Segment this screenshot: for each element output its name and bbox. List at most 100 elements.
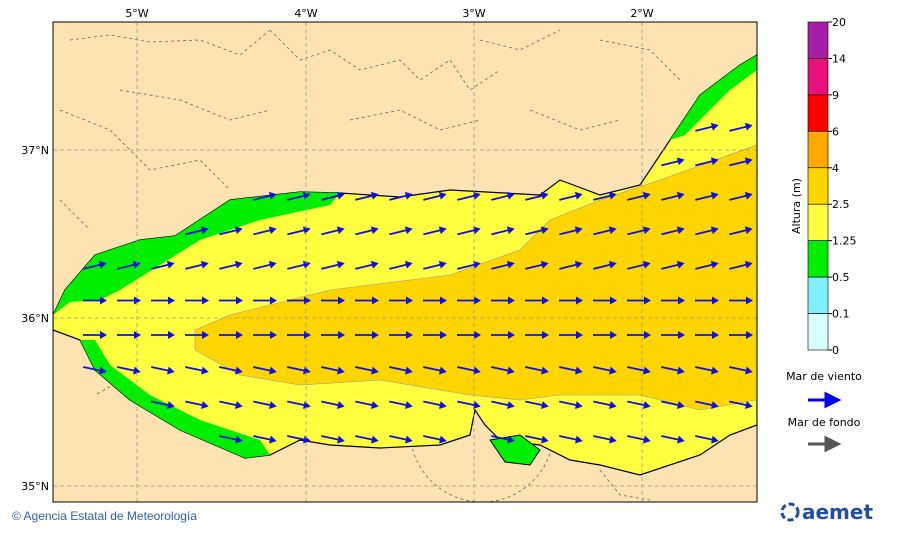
- map-frame: [52, 21, 758, 503]
- arrow-head: [303, 435, 311, 444]
- arrow-head: [371, 435, 379, 444]
- colorbar-segment: [807, 167, 829, 205]
- arrow-head: [575, 366, 583, 375]
- arrow-head: [506, 191, 515, 200]
- arrow-shaft: [185, 228, 205, 236]
- logo-text: aemet: [802, 500, 873, 524]
- arrow-head: [744, 191, 753, 200]
- colorbar-title: Altura (m): [790, 178, 803, 234]
- arrow-shaft: [185, 366, 206, 373]
- arrow-shaft: [491, 194, 511, 201]
- wave-arrow: [151, 331, 175, 339]
- arrow-shaft: [661, 366, 682, 373]
- wave-arrow: [729, 296, 753, 305]
- wave-arrow: [559, 331, 583, 339]
- arrow-head: [507, 366, 515, 375]
- wave-arrow: [423, 226, 447, 236]
- wave-arrow: [287, 226, 311, 236]
- arrow-shaft: [695, 228, 715, 236]
- arrow-shaft: [321, 194, 341, 201]
- arrow-head: [609, 366, 617, 375]
- arrow-head: [100, 331, 107, 339]
- arrow-shaft: [287, 263, 307, 270]
- arrow-shaft: [695, 435, 716, 442]
- wave-arrow: [321, 400, 345, 409]
- wave-arrow: [287, 400, 311, 409]
- arrow-head: [338, 331, 345, 339]
- wave-arrow: [83, 331, 107, 339]
- arrow-head: [643, 401, 651, 409]
- wave-arrow: [627, 366, 651, 375]
- arrow-head: [508, 296, 515, 305]
- arrow-shaft: [627, 366, 648, 373]
- wave-arrow: [661, 157, 685, 167]
- arrow-head: [202, 331, 209, 339]
- colorbar-label: 2.5: [832, 198, 850, 211]
- arrow-head: [676, 260, 685, 269]
- arrow-shaft: [423, 366, 444, 373]
- wave-arrow: [423, 191, 447, 201]
- wave-arrow: [219, 296, 243, 305]
- wave-arrow: [661, 191, 685, 201]
- arrow-head: [745, 401, 753, 409]
- arrow-head: [406, 296, 413, 305]
- arrow-head: [303, 401, 311, 409]
- wave-arrow: [695, 296, 719, 305]
- arrow-shaft: [729, 228, 749, 236]
- arrow-head: [234, 260, 243, 269]
- wave-arrow: [389, 331, 413, 339]
- wave-arrow: [355, 400, 379, 409]
- arrow-head: [338, 296, 345, 305]
- arrow-head: [268, 191, 277, 200]
- lon-label: 4°W: [294, 7, 317, 20]
- arrow-shaft: [593, 435, 614, 442]
- arrow-head: [337, 366, 345, 375]
- arrow-head: [336, 260, 345, 269]
- arrow-head: [439, 435, 447, 444]
- wave-arrow: [355, 366, 379, 375]
- arrow-head: [677, 401, 685, 409]
- legend-label: Mar de viento: [786, 370, 862, 383]
- wave-arrow: [729, 226, 753, 236]
- arrow-head: [302, 260, 311, 269]
- lon-label: 2°W: [630, 7, 653, 20]
- arrow-shaft: [355, 366, 376, 373]
- wave-arrow: [219, 331, 243, 339]
- wave-arrow: [389, 260, 413, 270]
- wave-arrow: [559, 366, 583, 375]
- arrow-head: [370, 191, 379, 200]
- arrow-shaft: [525, 263, 545, 270]
- arrow-head: [506, 226, 515, 235]
- wave-arrow: [355, 226, 379, 236]
- arrow-head: [404, 260, 413, 269]
- wave-arrow: [661, 260, 685, 270]
- wave-arrow: [253, 331, 277, 339]
- arrow-shaft: [389, 228, 409, 236]
- wave-arrow: [627, 296, 651, 305]
- wave-arrow: [729, 366, 753, 375]
- arrow-head: [302, 191, 311, 200]
- arrow-head: [746, 331, 753, 339]
- arrow-head: [540, 260, 549, 269]
- wave-arrow: [627, 400, 651, 409]
- wave-arrow: [593, 260, 617, 270]
- wave-arrow: [287, 366, 311, 375]
- wave-arrow: [525, 366, 549, 375]
- wave-arrow: [185, 331, 209, 339]
- arrow-head: [405, 366, 413, 375]
- arrow-shaft: [627, 435, 648, 442]
- wave-arrow: [729, 400, 753, 409]
- arrow-shaft: [695, 194, 715, 201]
- arrow-head: [610, 331, 617, 339]
- colorbar-label: 0: [832, 344, 839, 357]
- arrow-shaft: [457, 228, 477, 236]
- arrow-shaft: [457, 263, 477, 270]
- arrow-shaft: [593, 366, 614, 373]
- arrow-shaft: [287, 435, 308, 442]
- arrow-shaft: [321, 263, 341, 270]
- wave-arrow: [661, 400, 685, 409]
- wave-arrow: [525, 296, 549, 305]
- high-wave-zone: [194, 144, 757, 411]
- arrow-shaft: [729, 194, 749, 201]
- wave-arrow: [661, 366, 685, 375]
